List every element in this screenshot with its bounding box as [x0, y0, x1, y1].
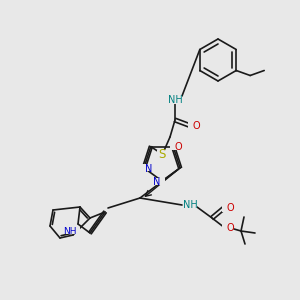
Bar: [188, 122, 198, 130]
Text: O: O: [174, 142, 182, 152]
Bar: [222, 204, 232, 212]
Text: O: O: [192, 121, 200, 131]
Bar: [222, 224, 232, 232]
Bar: [168, 96, 182, 104]
Bar: [157, 150, 167, 158]
Text: NH: NH: [183, 200, 197, 210]
Text: O: O: [226, 223, 234, 233]
Text: O: O: [226, 203, 234, 213]
Bar: [183, 201, 197, 209]
Bar: [170, 143, 180, 150]
Text: NH: NH: [168, 95, 182, 105]
Bar: [66, 226, 80, 233]
Text: N: N: [153, 177, 161, 187]
Bar: [155, 178, 165, 184]
Bar: [141, 164, 151, 171]
Text: NH: NH: [63, 227, 77, 236]
Text: N: N: [145, 164, 153, 174]
Text: S: S: [158, 148, 166, 160]
